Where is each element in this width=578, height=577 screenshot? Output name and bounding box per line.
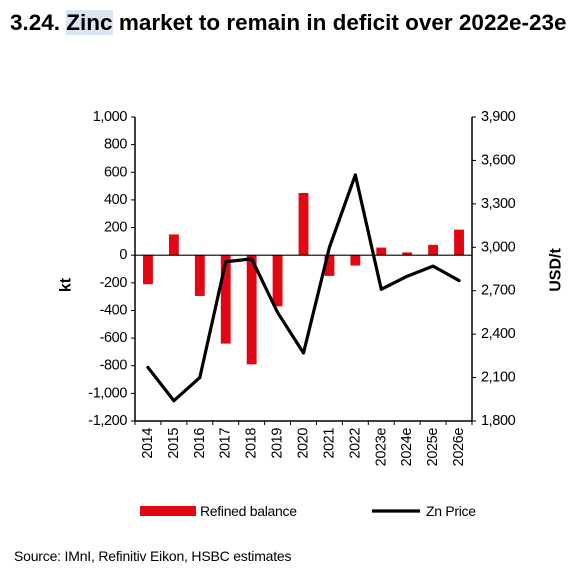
x-tick-label-2021: 2021	[321, 428, 337, 459]
y-tick-label: -200	[100, 275, 128, 291]
bar-2024e	[402, 252, 413, 256]
zn-price-point-2019	[276, 311, 279, 314]
y-tick-label: 1,000	[93, 109, 128, 125]
y2-tick-label: 3,900	[481, 109, 516, 125]
title-highlight: Zinc	[66, 10, 113, 35]
bar-2021	[324, 255, 335, 276]
title-suffix: market to remain in deficit over 2022e-2…	[112, 10, 567, 35]
y-tick-label: 200	[104, 220, 127, 236]
bar-2015	[168, 234, 179, 256]
tick-labels: 1,000 800 600 400 200 0 -200 -400 -600 -800 -1,000…	[88, 109, 516, 467]
zn-price-point-2014	[146, 366, 150, 369]
y-tick-label: 0	[119, 247, 127, 263]
y-tick-label: -400	[100, 302, 128, 318]
zn-price-point-2021	[328, 245, 331, 249]
bar-2020	[298, 193, 309, 256]
zn-price-point-2020	[302, 351, 305, 355]
zn-price-point-2016	[198, 376, 202, 379]
bar-2019	[272, 255, 283, 307]
x-tick-label-2017: 2017	[218, 428, 234, 459]
axes	[131, 116, 476, 425]
bar-2025e	[428, 244, 439, 256]
bar-2016	[194, 255, 205, 296]
y2-axis-title: USD/t	[548, 248, 565, 292]
zn-price-point-2017	[224, 260, 228, 264]
zn-price-point-2015	[172, 399, 176, 403]
bar-2023e	[376, 247, 387, 256]
y-tick-label: -800	[100, 358, 128, 374]
y-tick-label: 400	[104, 192, 127, 208]
y-axis-title: kt	[58, 277, 75, 292]
line-series	[146, 173, 461, 403]
legend: Refined balance Zn Price	[140, 503, 477, 519]
x-tick-label-2023e: 2023e	[373, 428, 389, 467]
x-tick-label-2025e: 2025e	[425, 428, 441, 467]
y2-tick-label: 3,000	[481, 239, 516, 255]
legend-label-zn-price: Zn Price	[426, 503, 476, 519]
y-tick-label: -1,000	[88, 385, 127, 401]
y2-tick-label: 1,800	[481, 413, 516, 429]
zn-price-point-2024e	[405, 274, 409, 278]
zn-price-point-2026e	[457, 279, 461, 282]
y2-tick-label: 2,700	[481, 283, 516, 299]
y-tick-label: -1,200	[88, 413, 127, 429]
bar-series	[143, 193, 464, 365]
x-tick-label-2020: 2020	[296, 428, 312, 459]
y-tick-label: 600	[104, 164, 127, 180]
zn-price-point-2018	[250, 257, 254, 261]
y2-tick-label: 3,600	[481, 152, 516, 168]
zn-price-point-2022	[353, 173, 357, 177]
bar-2014	[143, 255, 153, 285]
x-tick-label-2016: 2016	[192, 428, 208, 459]
y2-tick-label: 2,100	[481, 370, 516, 386]
zn-price-point-2023e	[379, 287, 383, 291]
x-tick-label-2022: 2022	[347, 428, 363, 459]
y-tick-label: -600	[100, 330, 128, 346]
y-tick-label: 800	[104, 137, 127, 153]
title-prefix: 3.24.	[10, 10, 67, 35]
bar-2022	[350, 255, 361, 266]
x-tick-label-2019: 2019	[270, 428, 286, 459]
x-tick-label-2014: 2014	[140, 428, 156, 459]
zn-price-point-2025e	[431, 264, 435, 268]
x-tick-label-2026e: 2026e	[451, 428, 467, 467]
x-tick-label-2018: 2018	[244, 428, 260, 459]
y2-tick-label: 2,400	[481, 326, 516, 342]
legend-swatch-refined-balance	[140, 506, 196, 516]
chart-title: 3.24. Zinc market to remain in deficit o…	[10, 8, 570, 37]
x-tick-label-2024e: 2024e	[399, 428, 415, 467]
source-note: Source: IMnI, Refinitiv Eikon, HSBC esti…	[14, 548, 292, 564]
x-tick-label-2015: 2015	[166, 428, 182, 459]
legend-label-refined-balance: Refined balance	[200, 503, 297, 519]
bar-2026e	[454, 229, 464, 256]
y2-tick-label: 3,300	[481, 196, 516, 212]
bar-2018	[246, 255, 257, 365]
bar-2017	[220, 255, 231, 344]
